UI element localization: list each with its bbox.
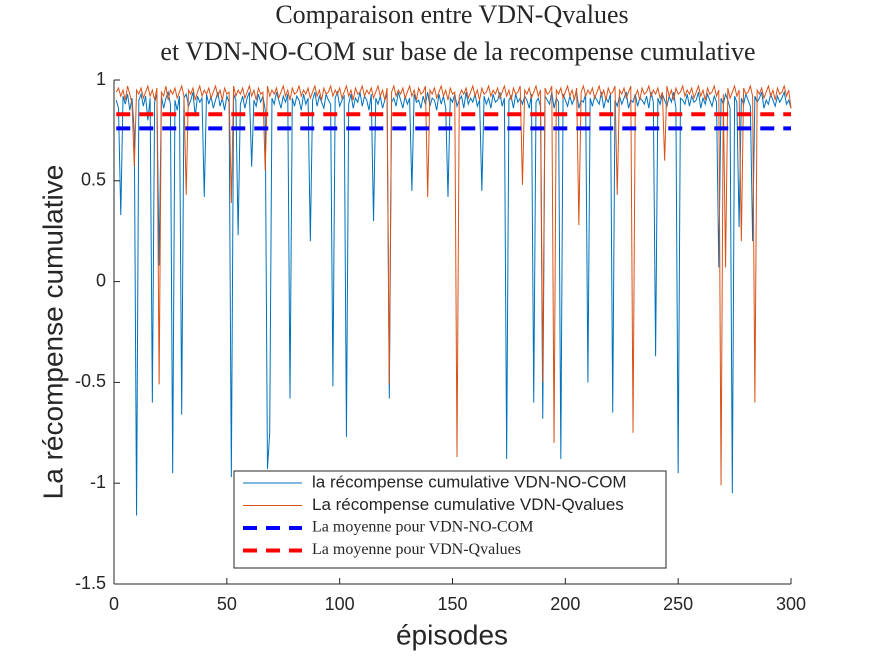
x-tick-label: 50 <box>217 594 237 614</box>
x-tick-label: 150 <box>437 594 467 614</box>
data-line <box>115 90 792 516</box>
chart-title: Comparaison entre VDN-Qvalues <box>275 0 628 29</box>
x-axis-label: épisodes <box>396 619 508 650</box>
x-tick-label: 0 <box>109 594 119 614</box>
legend: la récompense cumulative VDN-NO-COM La ré… <box>233 470 667 569</box>
x-tick-label: 200 <box>550 594 580 614</box>
chart-title: et VDN-NO-COM sur base de la recompense … <box>160 37 755 66</box>
y-axis-label: La récompense cumulative <box>37 165 68 500</box>
y-tick-label: -1.5 <box>75 573 106 593</box>
y-tick-label: 1 <box>96 69 106 89</box>
legend-label: la récompense cumulative VDN-NO-COM <box>312 472 627 491</box>
x-tick-label: 250 <box>663 594 693 614</box>
legend-label: La récompense cumulative VDN-Qvalues <box>312 495 624 514</box>
x-tick-label: 300 <box>776 594 806 614</box>
y-tick-label: -0.5 <box>75 371 106 391</box>
legend-box <box>233 470 667 569</box>
legend-label: La moyenne pour VDN-Qvalues <box>312 541 521 558</box>
y-tick-label: -1 <box>90 472 106 492</box>
x-tick-label: 100 <box>325 594 355 614</box>
legend-label: La moyenne pour VDN-NO-COM <box>312 519 533 536</box>
y-tick-label: 0 <box>96 270 106 290</box>
data-line <box>115 84 792 486</box>
y-tick-label: 0.5 <box>81 170 106 190</box>
